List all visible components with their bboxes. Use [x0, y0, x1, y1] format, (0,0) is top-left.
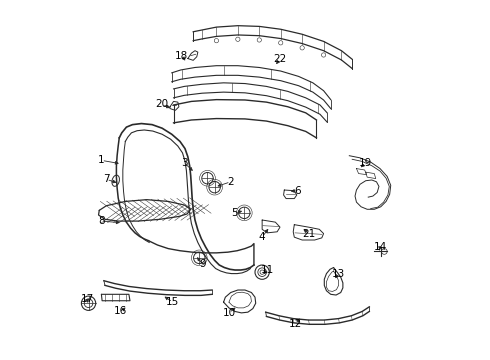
Text: 7: 7	[103, 174, 110, 184]
Text: 4: 4	[259, 232, 266, 242]
Text: 10: 10	[222, 308, 236, 318]
Text: 15: 15	[166, 297, 179, 307]
Text: 22: 22	[273, 54, 287, 64]
Text: 3: 3	[181, 158, 188, 168]
Text: 16: 16	[114, 306, 127, 316]
Text: 8: 8	[98, 216, 105, 226]
Text: 2: 2	[227, 177, 234, 187]
Text: 18: 18	[175, 51, 188, 61]
Text: 20: 20	[155, 99, 169, 109]
Text: 17: 17	[80, 294, 94, 303]
Text: 21: 21	[303, 229, 316, 239]
Text: 5: 5	[232, 208, 238, 218]
Text: 12: 12	[289, 319, 302, 329]
Text: 19: 19	[359, 158, 372, 168]
Text: 13: 13	[332, 269, 345, 279]
Text: 1: 1	[98, 156, 105, 165]
Text: 6: 6	[294, 186, 301, 196]
Text: 11: 11	[261, 265, 274, 275]
Text: 14: 14	[373, 242, 387, 252]
Text: 9: 9	[199, 259, 206, 269]
